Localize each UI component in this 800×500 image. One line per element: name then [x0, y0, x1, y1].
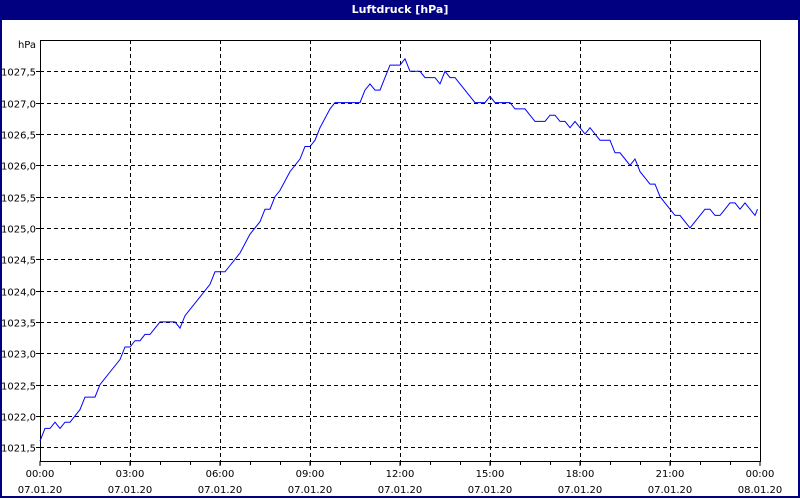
plot-frame [40, 40, 761, 462]
x-tick-date: 07.01.20 [378, 485, 423, 496]
y-tick-label: 1025,0 [1, 225, 36, 236]
x-tick-date: 07.01.20 [558, 485, 603, 496]
x-tick-date: 08.01.20 [738, 485, 783, 496]
x-tick-time: 00:00 [746, 469, 775, 480]
x-tick-time: 18:00 [566, 469, 595, 480]
y-tick-label: 1023,0 [1, 350, 36, 361]
x-tick-time: 15:00 [476, 469, 505, 480]
x-tick-time: 21:00 [656, 469, 685, 480]
y-tick-label: 1024,0 [1, 288, 36, 299]
x-tick-time: 00:00 [26, 469, 55, 480]
x-tick-time: 12:00 [386, 469, 415, 480]
x-tick-date: 07.01.20 [648, 485, 693, 496]
pressure-series-line [39, 57, 758, 442]
y-tick-label: 1027,0 [1, 100, 36, 111]
x-tick-time: 09:00 [296, 469, 325, 480]
y-tick-label: 1027,5 [1, 68, 36, 79]
chart-title: Luftdruck [hPa] [0, 0, 800, 20]
y-tick-label: 1025,5 [1, 194, 36, 205]
y-tick-label: 1026,0 [1, 162, 36, 173]
y-tick-label: 1022,5 [1, 382, 36, 393]
x-tick-time: 06:00 [206, 469, 235, 480]
y-tick-label: 1023,5 [1, 319, 36, 330]
x-tick-date: 07.01.20 [288, 485, 333, 496]
x-tick-date: 07.01.20 [18, 485, 63, 496]
y-tick-label: 1024,5 [1, 256, 36, 267]
x-tick-date: 07.01.20 [198, 485, 243, 496]
y-axis-label: hPa [18, 40, 36, 51]
y-tick-label: 1022,0 [1, 413, 36, 424]
y-tick-label: 1026,5 [1, 131, 36, 142]
x-tick-time: 03:00 [116, 469, 145, 480]
y-tick-label: 1021,5 [1, 444, 36, 455]
x-tick-date: 07.01.20 [108, 485, 153, 496]
x-tick-date: 07.01.20 [468, 485, 513, 496]
